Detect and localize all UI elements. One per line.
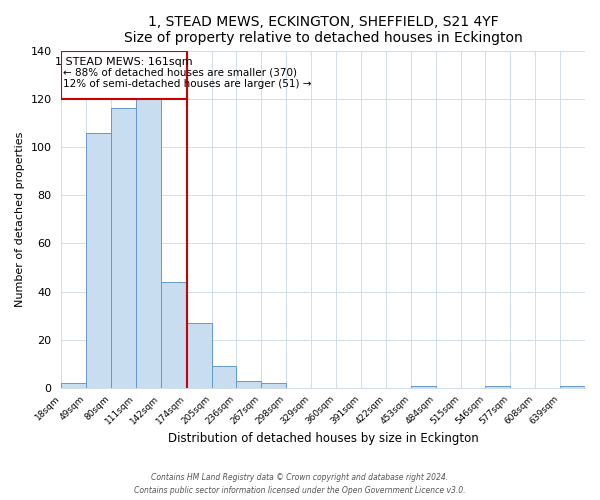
Bar xyxy=(236,381,262,388)
Bar xyxy=(136,68,161,388)
Text: 12% of semi-detached houses are larger (51) →: 12% of semi-detached houses are larger (… xyxy=(63,80,311,90)
Bar xyxy=(86,132,111,388)
Bar xyxy=(560,386,585,388)
Bar xyxy=(111,108,136,388)
Bar xyxy=(411,386,436,388)
Bar xyxy=(161,282,187,388)
Bar xyxy=(485,386,511,388)
Bar xyxy=(262,384,286,388)
X-axis label: Distribution of detached houses by size in Eckington: Distribution of detached houses by size … xyxy=(168,432,479,445)
Text: Contains HM Land Registry data © Crown copyright and database right 2024.
Contai: Contains HM Land Registry data © Crown c… xyxy=(134,474,466,495)
Text: ← 88% of detached houses are smaller (370): ← 88% of detached houses are smaller (37… xyxy=(63,68,297,78)
Title: 1, STEAD MEWS, ECKINGTON, SHEFFIELD, S21 4YF
Size of property relative to detach: 1, STEAD MEWS, ECKINGTON, SHEFFIELD, S21… xyxy=(124,15,523,45)
Bar xyxy=(212,366,236,388)
Bar xyxy=(187,323,212,388)
Bar xyxy=(61,50,187,99)
Bar xyxy=(61,384,86,388)
Y-axis label: Number of detached properties: Number of detached properties xyxy=(15,132,25,307)
Text: 1 STEAD MEWS: 161sqm: 1 STEAD MEWS: 161sqm xyxy=(55,56,193,66)
